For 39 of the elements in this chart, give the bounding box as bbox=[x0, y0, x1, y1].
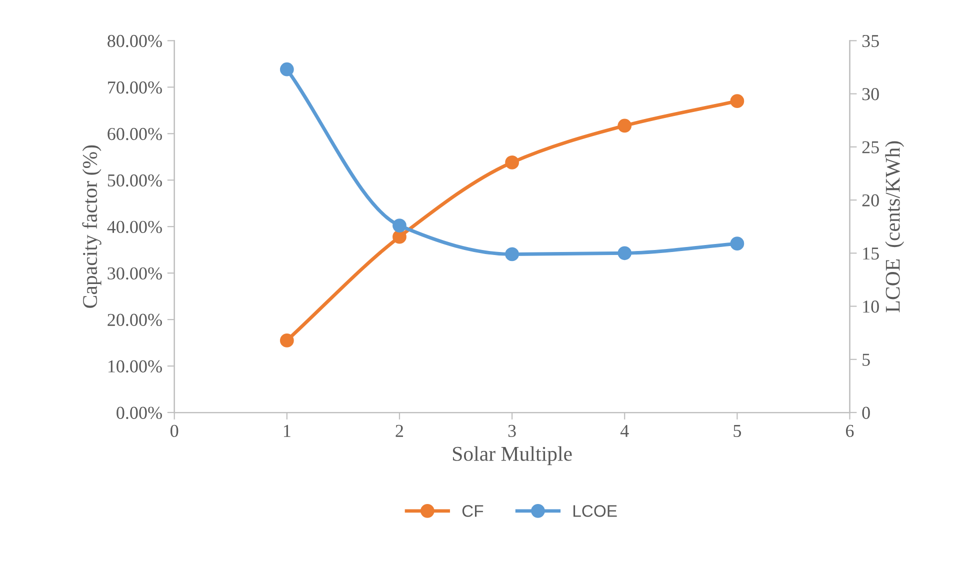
y-tick-label: 40.00% bbox=[107, 220, 162, 234]
y2-tick-label: 25 bbox=[862, 141, 879, 154]
point bbox=[392, 230, 406, 244]
x-tick-label: 4 bbox=[620, 424, 629, 437]
x-tick-label: 2 bbox=[396, 424, 404, 437]
y-axis-title: Capacity factor (%) bbox=[82, 145, 102, 308]
y-tick-label: 50.00% bbox=[108, 174, 162, 187]
y2-axis-title: LCOE (cents/KWh) bbox=[885, 141, 904, 312]
y-tick-label: 20.00% bbox=[108, 314, 162, 326]
x-axis-title: Solar Multiple bbox=[452, 446, 572, 466]
x-tick-label: 6 bbox=[846, 424, 854, 438]
point bbox=[730, 94, 744, 108]
point bbox=[280, 62, 294, 76]
legend-label: LCOE bbox=[574, 505, 617, 517]
y-tick-label: 80.00% bbox=[108, 34, 162, 48]
y2-tick-label: 20 bbox=[862, 194, 879, 206]
y-tick-label: 10.00% bbox=[108, 360, 162, 373]
point bbox=[505, 156, 519, 170]
y-tick-label: 30.00% bbox=[108, 267, 162, 280]
legend-label: CF bbox=[462, 505, 484, 517]
point bbox=[392, 218, 406, 232]
point bbox=[618, 246, 632, 260]
point bbox=[280, 334, 294, 348]
point bbox=[505, 247, 519, 262]
y-tick-label: 60.00% bbox=[108, 128, 162, 140]
x-tick-label: 3 bbox=[508, 424, 516, 438]
y2-tick-label: 0 bbox=[862, 406, 870, 419]
y-tick-label: 0.00% bbox=[116, 406, 162, 420]
y-tick-label: 70.00% bbox=[108, 81, 162, 94]
point bbox=[618, 118, 632, 133]
y2-tick-label: 35 bbox=[862, 34, 879, 48]
point bbox=[730, 236, 744, 251]
x-tick-label: 5 bbox=[734, 425, 741, 438]
y2-tick-label: 10 bbox=[863, 300, 879, 313]
x-tick-label: 0 bbox=[170, 424, 178, 438]
y2-tick-label: 30 bbox=[862, 88, 879, 100]
y2-tick-label: 5 bbox=[862, 354, 870, 366]
x-tick-label: 1 bbox=[284, 424, 290, 437]
y2-tick-label: 15 bbox=[863, 247, 879, 260]
